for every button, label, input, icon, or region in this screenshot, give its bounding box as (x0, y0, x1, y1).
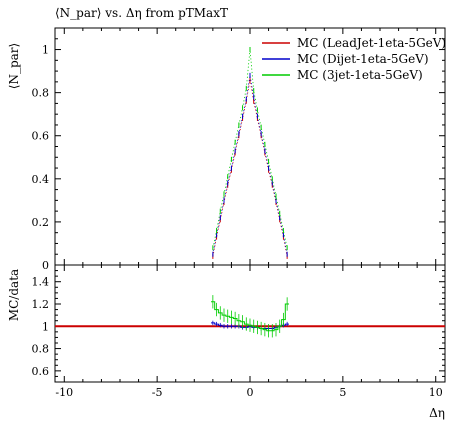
y-tick-label-ratio: 0.6 (32, 365, 50, 378)
series-line-main (212, 75, 288, 255)
chart-title: ⟨N_par⟩ vs. Δη from pTMaxT (55, 6, 228, 20)
x-tick-label: -5 (152, 386, 163, 399)
y-tick-label-ratio: 1.2 (32, 298, 50, 311)
y-tick-label-main: 0.8 (32, 87, 50, 100)
y-axis-label-main: ⟨N_par⟩ (7, 43, 21, 89)
x-axis-label: Δη (429, 406, 445, 420)
series-line-ratio (211, 301, 289, 332)
x-tick-label: 5 (339, 386, 346, 399)
y-tick-label-main: 0.6 (32, 130, 50, 143)
series-group-main (212, 72, 288, 257)
y-tick-label-main: 0.4 (32, 173, 50, 186)
legend-item: MC (Dijet-1eta-5GeV) (262, 52, 429, 66)
y-axis-label-ratio: MC/data (7, 269, 21, 321)
x-tick-label: 10 (429, 386, 443, 399)
y-tick-label-ratio: 0.8 (32, 343, 50, 356)
y-tick-label-ratio: 1.4 (32, 276, 50, 289)
x-tick-label: -10 (55, 386, 73, 399)
series-group-main (212, 77, 288, 259)
series-group-ratio (211, 295, 289, 338)
series-line-main (212, 79, 288, 257)
legend-label: MC (3jet-1eta-5GeV) (297, 68, 423, 82)
legend: MC (LeadJet-1eta-5GeV) MC (Dijet-1eta-5Ge… (262, 36, 446, 82)
legend-item: MC (3jet-1eta-5GeV) (262, 68, 423, 82)
y-tick-label-main: 1 (42, 44, 49, 57)
legend-label: MC (LeadJet-1eta-5GeV) (297, 36, 446, 50)
legend-label: MC (Dijet-1eta-5GeV) (297, 52, 429, 66)
ratio-plot-area: -10 -5 0 5 10 0.6 0.8 1 1.2 1.4 (32, 264, 446, 399)
legend-item: MC (LeadJet-1eta-5GeV) (262, 36, 446, 50)
y-tick-label-ratio: 1 (42, 320, 49, 333)
series-group-main (212, 47, 288, 251)
y-tick-label-main: 0.2 (32, 216, 50, 229)
y-tick-label-main: 0 (42, 259, 49, 272)
x-tick-label: 0 (247, 386, 254, 399)
